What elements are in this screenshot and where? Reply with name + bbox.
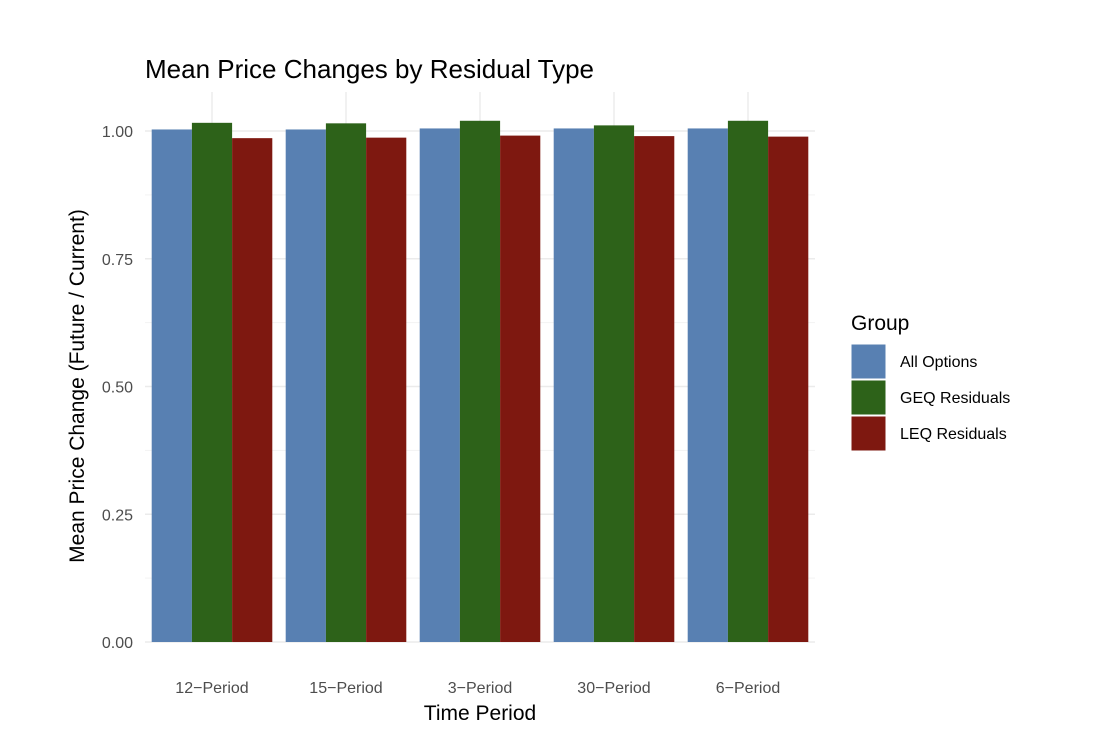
y-tick-label: 0.25 xyxy=(102,507,133,524)
x-tick-label: 3−Period xyxy=(448,680,513,697)
y-axis-title: Mean Price Change (Future / Current) xyxy=(66,209,89,563)
bar xyxy=(191,122,233,643)
bar xyxy=(593,125,635,642)
bars xyxy=(151,120,809,643)
y-tick-label: 0.75 xyxy=(102,252,133,269)
bar xyxy=(151,129,192,643)
chart-title: Mean Price Changes by Residual Type xyxy=(145,54,594,84)
x-tick-labels: 12−Period 15−Period 3−Period 30−Period 6−Per… xyxy=(175,680,780,697)
bar xyxy=(634,136,675,643)
legend-label: GEQ Residuals xyxy=(900,390,1010,407)
legend-label: All Options xyxy=(900,354,977,371)
legend-label: LEQ Residuals xyxy=(900,426,1007,443)
bar xyxy=(687,128,728,642)
x-tick-label: 6−Period xyxy=(716,680,781,697)
legend-key xyxy=(850,343,887,380)
legend-key xyxy=(850,415,887,452)
bar xyxy=(459,120,501,642)
bar xyxy=(419,128,460,642)
bar xyxy=(325,123,367,642)
y-tick-label: 0.50 xyxy=(102,380,133,397)
y-tick-label: 1.00 xyxy=(102,124,133,141)
bar xyxy=(232,138,273,643)
y-tick-labels: 0.00 0.25 0.50 0.75 1.00 xyxy=(102,124,133,652)
bar xyxy=(553,128,594,642)
x-tick-label: 15−Period xyxy=(309,680,382,697)
bar xyxy=(727,120,769,642)
legend-key xyxy=(850,379,887,416)
bar xyxy=(285,129,326,643)
x-axis-title: Time Period xyxy=(424,702,536,725)
x-tick-label: 12−Period xyxy=(175,680,248,697)
bar xyxy=(768,136,809,642)
legend-title: Group xyxy=(851,312,909,335)
bar xyxy=(500,135,541,642)
x-tick-label: 30−Period xyxy=(577,680,650,697)
legend: Group All Options GEQ Residuals LEQ Residu… xyxy=(850,312,1010,452)
y-tick-label: 0.00 xyxy=(102,635,133,652)
bar xyxy=(366,137,407,642)
